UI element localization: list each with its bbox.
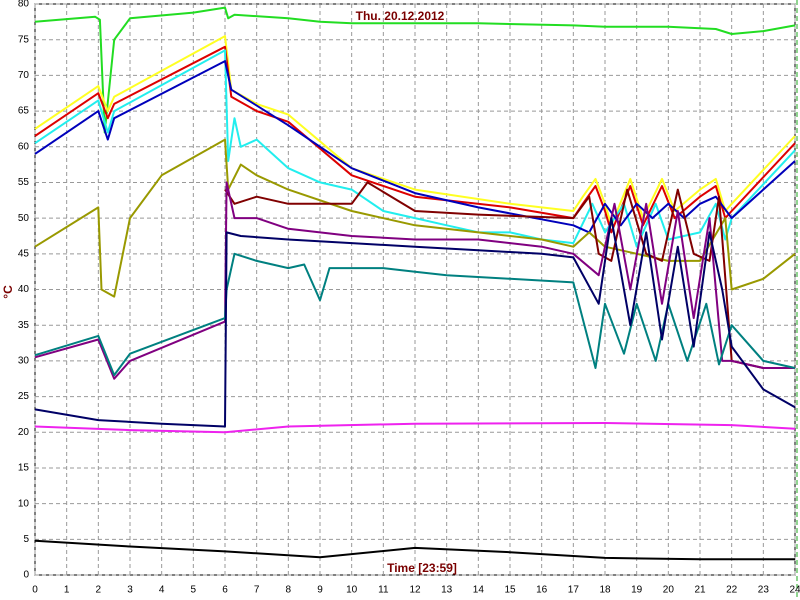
x-tick-label: 4 [159,585,165,596]
x-tick-label: 3 [127,585,133,596]
series-line [34,138,796,298]
x-tick-label: 18 [599,585,611,596]
y-tick-label: 35 [18,320,30,331]
x-tick-label: 2 [96,585,102,596]
y-tick-label: 50 [18,213,30,224]
x-tick-label: 16 [536,585,548,596]
y-tick-label: 80 [18,0,30,10]
y-tick-label: 25 [18,391,30,402]
y-tick-label: 0 [23,570,29,581]
series-line [34,60,796,234]
x-tick-label: 9 [317,585,323,596]
y-tick-label: 55 [18,177,30,188]
series-line [34,35,796,227]
x-tick-label: 12 [409,585,421,596]
y-tick-label: 45 [18,248,30,259]
series-line [34,6,796,134]
x-axis-label: Time [23:59] [387,561,457,575]
x-tick-label: 17 [568,585,580,596]
y-tick-label: 20 [18,427,30,438]
x-tick-label: 6 [222,585,228,596]
x-tick-label: 0 [32,585,38,596]
x-tick-label: 20 [663,585,675,596]
y-tick-label: 65 [18,106,30,117]
y-tick-label: 30 [18,356,30,367]
y-axis-label: °C [1,285,15,299]
x-tick-label: 21 [694,585,706,596]
y-tick-label: 60 [18,141,30,152]
y-tick-label: 15 [18,463,30,474]
chart-title: Thu. 20.12.2012 [356,9,445,23]
y-tick-label: 5 [23,534,29,545]
x-tick-label: 14 [473,585,485,596]
series-line [34,539,795,561]
x-tick-label: 8 [286,585,292,596]
y-tick-label: 40 [18,284,30,295]
y-tick-label: 10 [18,498,30,509]
series-line [34,422,796,434]
x-tick-label: 7 [254,585,260,596]
y-tick-label: 70 [18,70,30,81]
x-tick-label: 22 [726,585,738,596]
x-tick-label: 11 [378,585,389,596]
series-line [34,217,796,428]
x-tick-label: 10 [346,585,358,596]
x-tick-label: 5 [191,585,197,596]
x-tick-label: 13 [441,585,453,596]
x-tick-label: 1 [64,585,70,596]
y-tick-label: 75 [18,34,30,45]
x-tick-label: 24 [789,585,800,596]
x-tick-label: 19 [631,585,643,596]
x-tick-label: 15 [504,585,516,596]
x-tick-label: 23 [758,585,770,596]
